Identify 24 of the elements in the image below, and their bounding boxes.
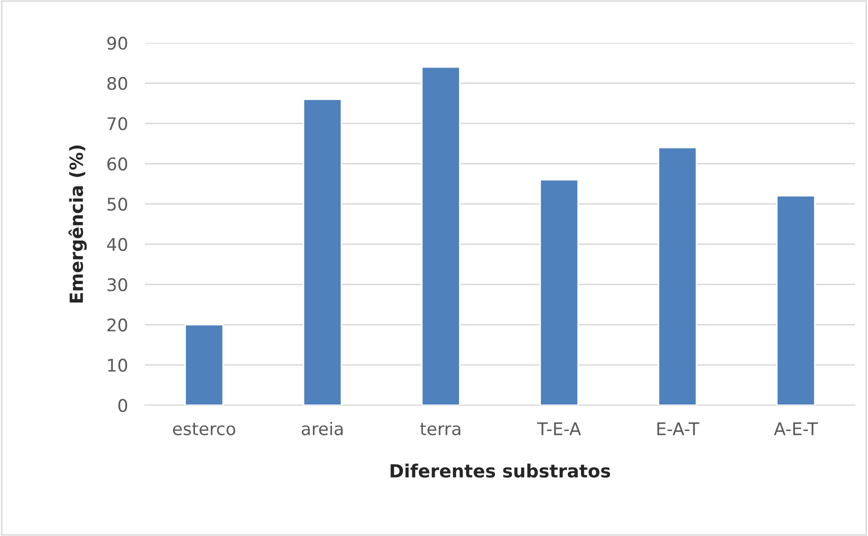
y-tick-label: 10 (108, 358, 128, 372)
y-tick-label: 20 (107, 318, 128, 332)
y-tick-label: 30 (108, 278, 128, 292)
y-tick-label: 80 (107, 76, 128, 90)
bar (421, 66, 460, 406)
x-tick-label: A-E-T (774, 422, 818, 436)
y-tick-label: 50 (108, 198, 128, 211)
bar (658, 146, 698, 406)
x-tick-label: areia (302, 422, 343, 436)
y-axis-title: Emergência (%) (68, 145, 87, 303)
x-tick-label: esterco (173, 422, 236, 436)
y-tick-label: 90 (107, 36, 128, 50)
bar (184, 324, 224, 406)
x-axis-title: Diferentes substratos (390, 464, 610, 478)
bar (540, 179, 579, 406)
x-tick-label: T-E-A (537, 422, 581, 436)
y-tick-label: 40 (107, 238, 128, 252)
x-tick-label: E-A-T (657, 422, 700, 436)
bar (302, 98, 342, 406)
y-tick-label: 0 (118, 398, 128, 412)
y-tick-label: 70 (108, 117, 128, 130)
y-tick-label: 60 (107, 157, 128, 170)
bar (776, 195, 816, 406)
x-tick-label: terra (420, 422, 460, 436)
